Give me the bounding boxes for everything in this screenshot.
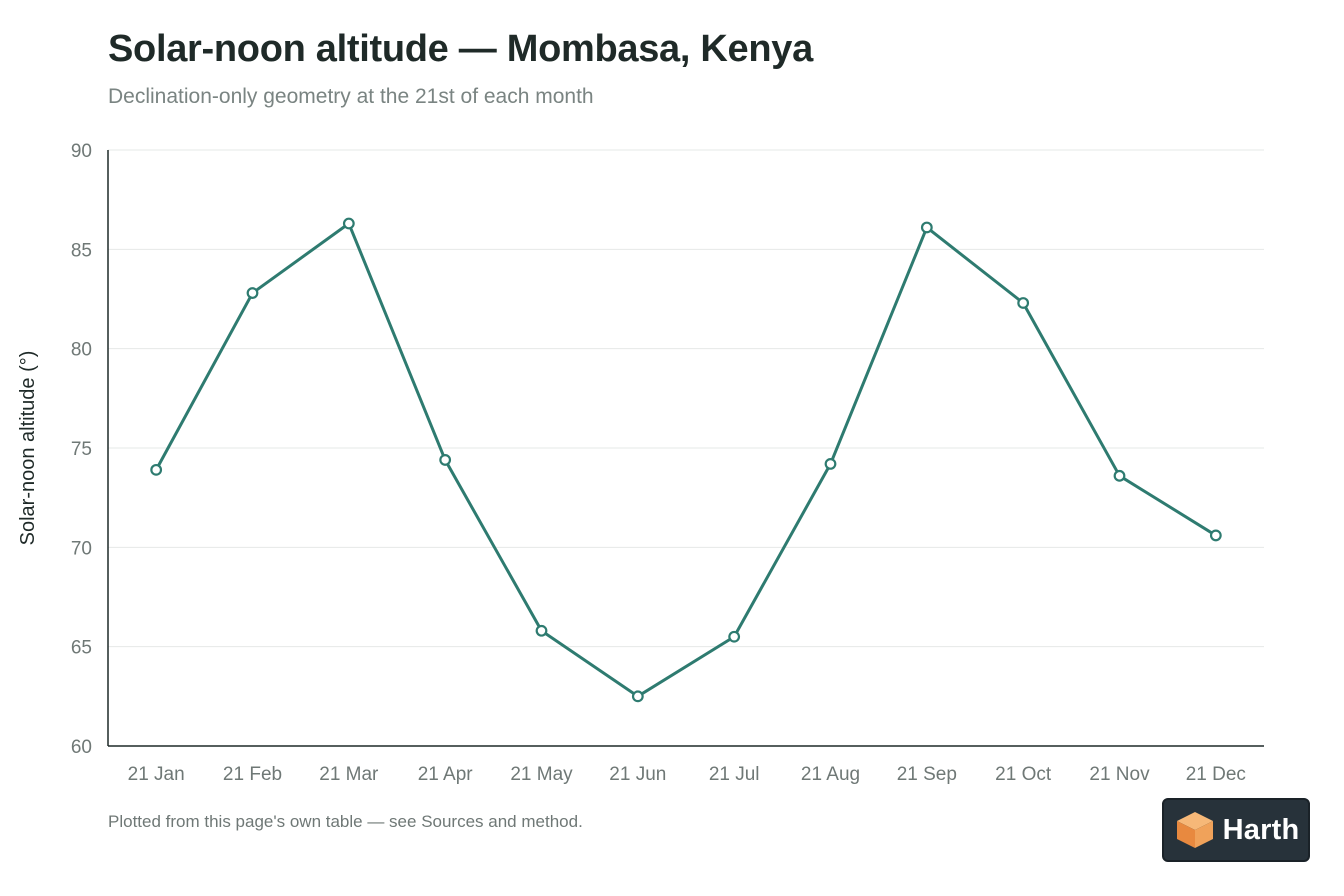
y-tick-label: 90 — [71, 141, 92, 162]
logo-text: Harth — [1222, 813, 1300, 846]
y-tick-label: 70 — [71, 538, 92, 559]
data-point — [342, 217, 355, 230]
y-tick-label: 85 — [71, 240, 92, 261]
data-point — [439, 454, 452, 466]
x-tick-label: 21 Oct — [995, 764, 1052, 785]
y-tick-label: 75 — [71, 439, 92, 460]
data-point — [535, 624, 548, 637]
y-axis-label: Solar-noon altitude (°) — [17, 351, 39, 546]
orange-cube-icon — [1176, 812, 1213, 848]
x-tick-label: 21 Aug — [801, 764, 860, 785]
data-point — [1113, 469, 1126, 482]
y-tick-label: 65 — [71, 638, 92, 659]
chart-title: Solar-noon altitude — Mombasa, Kenya — [108, 28, 813, 70]
data-point — [920, 221, 933, 234]
data-point — [1017, 297, 1030, 309]
chart-subtitle: Declination-only geometry at the 21st of… — [108, 85, 594, 108]
y-tick-label: 80 — [71, 340, 92, 361]
x-tick-label: 21 Sep — [897, 764, 957, 785]
y-tick-label: 60 — [71, 737, 92, 758]
series-line — [154, 222, 1218, 698]
x-tick-label: 21 May — [510, 764, 573, 785]
harth-logo[interactable]: Harth — [1162, 798, 1310, 862]
footnote: Plotted from this page's own table — see… — [108, 812, 583, 831]
x-tick-label: 21 Jun — [609, 764, 666, 785]
x-tick-label: 21 Mar — [319, 764, 379, 785]
x-tick-label: 21 Jan — [128, 764, 185, 785]
x-tick-label: 21 Dec — [1186, 764, 1246, 785]
data-point — [824, 457, 837, 470]
x-tick-label: 21 Jul — [709, 764, 760, 785]
data-point — [1209, 529, 1222, 542]
x-tick-label: 21 Feb — [223, 764, 282, 785]
x-tick-label: 21 Apr — [418, 764, 474, 785]
x-tick-label: 21 Nov — [1089, 764, 1150, 785]
data-point — [728, 630, 741, 643]
data-point — [246, 287, 259, 299]
data-point — [150, 463, 163, 476]
data-point — [631, 690, 644, 703]
